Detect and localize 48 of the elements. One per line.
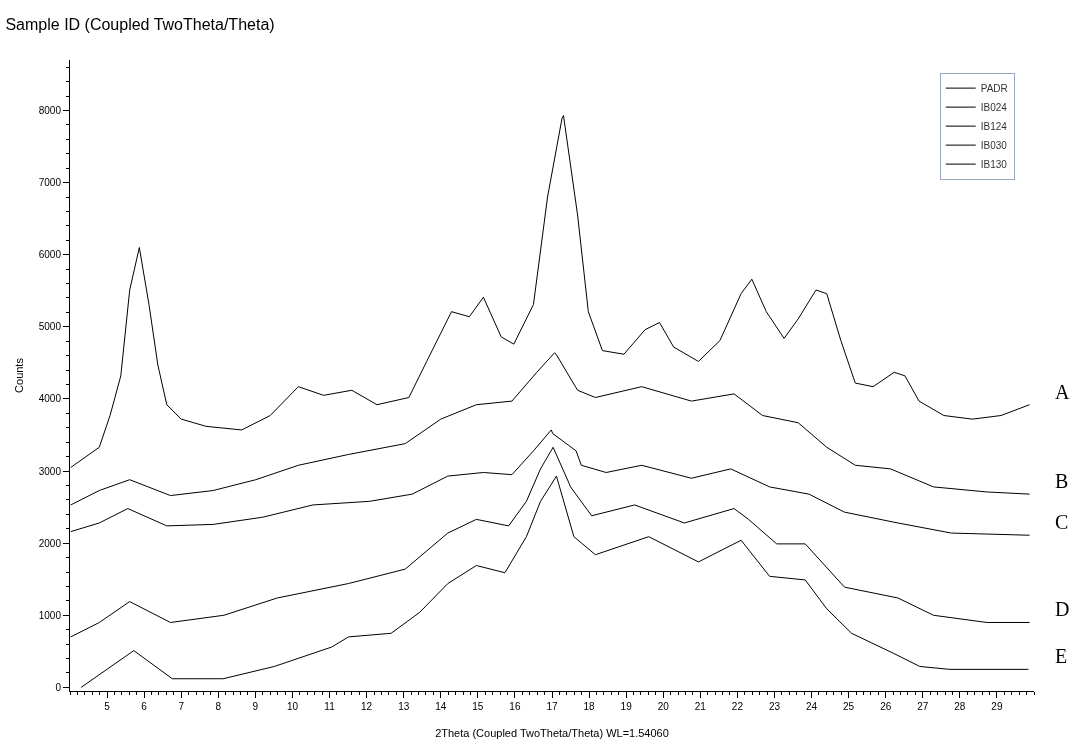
x-tick-label: 28	[954, 701, 966, 712]
text: C	[1055, 511, 1069, 533]
x-tick-label: 6	[141, 701, 148, 712]
x-tick-label: 14	[435, 701, 447, 712]
y-tick-label: 5000	[38, 321, 62, 333]
x-tick-label: 20	[657, 701, 670, 712]
x-tick-label: 22	[731, 701, 744, 712]
legend-label: PADR	[980, 83, 1008, 95]
x-tick-label: 27	[917, 701, 929, 712]
y-tick-label: 1000	[38, 609, 62, 621]
x-tick-label: 29	[991, 701, 1003, 712]
line-series	[80, 475, 1029, 688]
x-tick-label: 18	[583, 701, 596, 712]
x-tick-label: 26	[880, 701, 892, 712]
x-tick-label: 15	[472, 701, 484, 712]
y-tick-label: 2000	[38, 537, 62, 549]
y-tick-label: 0	[55, 681, 62, 693]
x-tick-label: 13	[398, 701, 410, 712]
text: B	[1055, 470, 1069, 492]
x-tick-label: 24	[805, 701, 818, 712]
legend-label: IB030	[980, 140, 1008, 152]
x-tick-label: 9	[252, 701, 259, 712]
y-axis-title: Counts	[13, 357, 26, 393]
y-tick-label: 7000	[38, 177, 62, 189]
y-tick-label: 3000	[38, 465, 62, 477]
x-tick-label: 7	[178, 701, 185, 712]
y-tick-label: 6000	[38, 249, 62, 261]
text: D	[1055, 598, 1070, 620]
x-tick-label: 5	[104, 701, 111, 712]
text: A	[1055, 381, 1070, 403]
legend-label: IB124	[980, 121, 1008, 133]
y-tick-label: 8000	[38, 104, 62, 116]
x-tick-label: 16	[509, 701, 521, 712]
x-tick-label: 12	[361, 701, 373, 712]
x-tick-label: 11	[324, 701, 336, 712]
x-tick-label: 21	[694, 701, 707, 712]
chart-title: Sample ID (Coupled TwoTheta/Theta)	[5, 15, 275, 33]
legend-label: IB130	[980, 159, 1008, 171]
x-axis-title: 2Theta (Coupled TwoTheta/Theta) WL=1.54060	[435, 727, 669, 740]
x-tick-label: 25	[843, 701, 855, 712]
x-tick-label: 23	[768, 701, 781, 712]
x-tick-label: 10	[286, 701, 299, 712]
text: E	[1055, 645, 1068, 667]
x-tick-label: 8	[215, 701, 222, 712]
x-tick-label: 19	[620, 701, 633, 712]
legend-label: IB024	[980, 102, 1008, 114]
y-tick-label: 4000	[38, 393, 62, 405]
x-tick-label: 17	[546, 701, 558, 712]
